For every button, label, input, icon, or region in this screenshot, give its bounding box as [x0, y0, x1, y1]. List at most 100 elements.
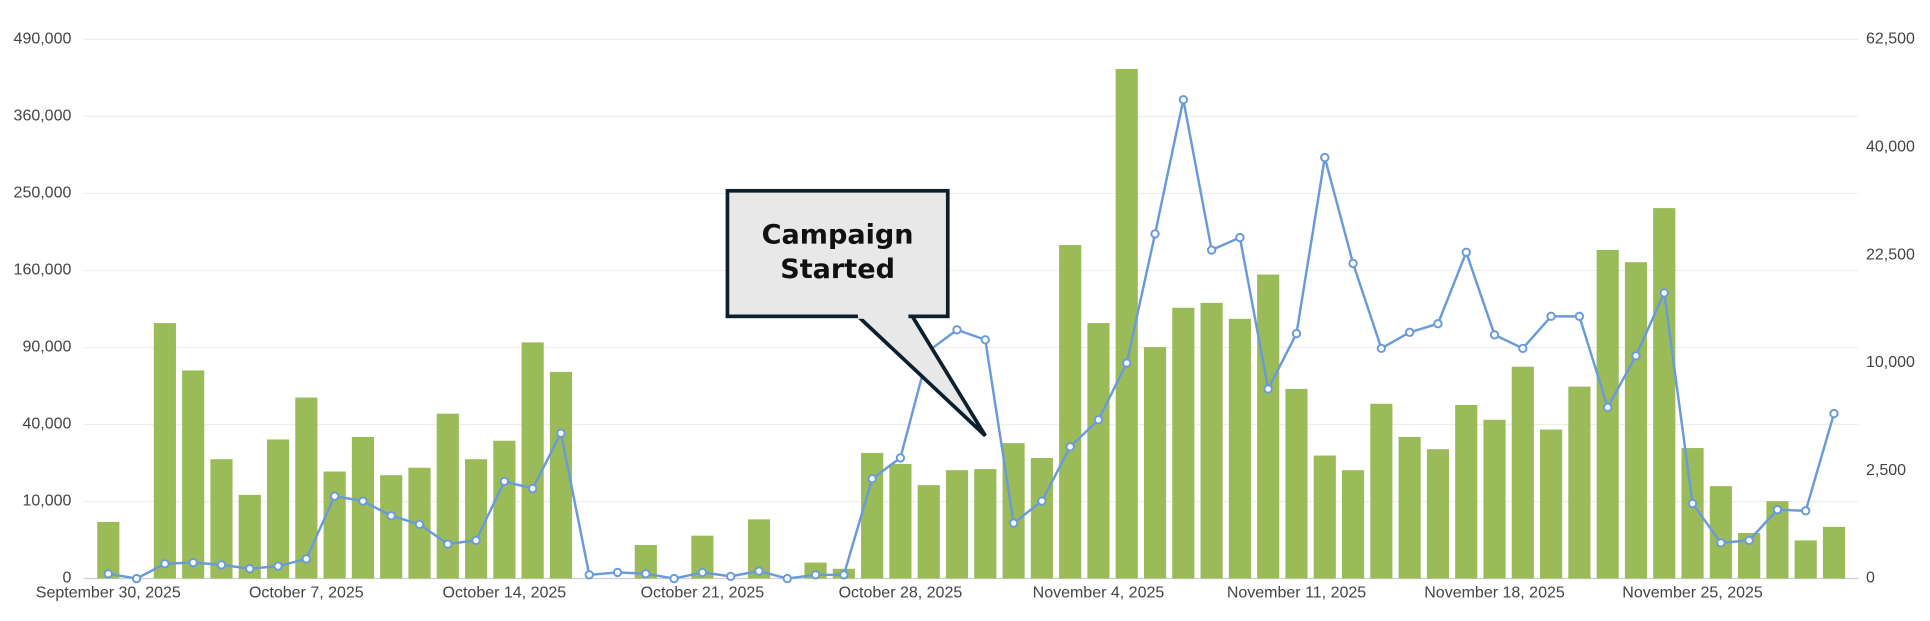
- y2-tick-label: 0: [1866, 570, 1875, 587]
- y2-tick-label: 40,000: [1866, 138, 1915, 155]
- bar: [1624, 262, 1648, 579]
- line-marker: [160, 559, 170, 569]
- bar: [917, 485, 940, 579]
- bar: [945, 470, 969, 579]
- bar: [1709, 486, 1732, 579]
- line-marker: [895, 453, 906, 463]
- line-marker: [556, 428, 566, 438]
- line-marker: [1065, 442, 1075, 452]
- line-marker: [499, 476, 510, 487]
- x-tick-label: November 11, 2025: [1227, 585, 1366, 602]
- bar: [266, 439, 290, 579]
- line-marker: [1320, 152, 1330, 163]
- x-tick-label: September 30, 2025: [36, 585, 181, 602]
- line-marker: [839, 570, 849, 580]
- bar: [1370, 403, 1393, 579]
- line-marker: [329, 491, 340, 501]
- line-marker: [216, 560, 227, 570]
- x-tick-label: October 7, 2025: [249, 585, 364, 602]
- line-marker: [358, 496, 368, 506]
- line-marker: [1744, 535, 1754, 546]
- line-marker: [1206, 245, 1217, 255]
- bar: [1568, 386, 1591, 579]
- line-marker: [414, 519, 425, 530]
- bar: [1228, 318, 1251, 579]
- line-marker: [1150, 229, 1160, 239]
- x-tick-label: October 14, 2025: [443, 585, 567, 602]
- bar: [549, 371, 573, 579]
- bar: [1285, 388, 1308, 579]
- bar: [634, 544, 657, 579]
- line-marker: [103, 569, 113, 579]
- line-marker: [1376, 343, 1387, 354]
- x-tick-label: November 4, 2025: [1033, 585, 1165, 602]
- line-marker: [1404, 327, 1415, 338]
- line-marker: [782, 573, 792, 584]
- bar: [974, 469, 997, 579]
- line-marker: [669, 573, 679, 584]
- x-tick-label: November 25, 2025: [1622, 585, 1763, 602]
- y-tick-label: 360,000: [14, 108, 72, 125]
- line-marker: [1122, 358, 1132, 368]
- line-marker: [1801, 506, 1811, 516]
- bar: [1200, 302, 1223, 579]
- line-marker: [1716, 538, 1726, 548]
- bar: [1738, 532, 1761, 579]
- bar: [1653, 208, 1676, 579]
- bar: [210, 459, 233, 579]
- line-marker: [1348, 258, 1358, 269]
- bar: [493, 440, 516, 579]
- bar: [1766, 501, 1789, 579]
- line-marker: [1461, 247, 1471, 258]
- line-marker: [1574, 311, 1585, 322]
- line-marker: [1008, 518, 1019, 528]
- line-marker: [1772, 504, 1783, 515]
- line-marker: [1433, 319, 1443, 329]
- line-marker: [1687, 498, 1698, 509]
- line-marker: [952, 325, 962, 335]
- line-marker: [471, 535, 481, 546]
- line-marker: [188, 557, 198, 568]
- bar: [1822, 526, 1846, 579]
- bar: [1455, 404, 1478, 579]
- line-marker: [1235, 232, 1245, 243]
- y-tick-label: 490,000: [14, 31, 72, 48]
- bar: [747, 519, 771, 579]
- y-tick-label: 10,000: [22, 493, 71, 510]
- line-marker: [641, 569, 651, 579]
- line-marker: [1829, 408, 1839, 419]
- callout-text: Campaign Started: [761, 220, 914, 286]
- line-marker: [726, 571, 736, 582]
- bar: [1483, 419, 1506, 579]
- y-tick-label: 160,000: [14, 262, 72, 279]
- bar: [153, 323, 176, 579]
- callout: Campaign Started: [761, 220, 914, 286]
- bar: [1115, 68, 1138, 579]
- y2-tick-label: 2,500: [1866, 462, 1906, 479]
- bar: [323, 471, 346, 579]
- line: [108, 99, 1836, 580]
- y2-tick-label: 22,500: [1866, 246, 1915, 263]
- callout-box: [725, 188, 950, 319]
- line-marker: [1093, 415, 1104, 425]
- y-tick-label: 0: [62, 570, 71, 587]
- line-marker: [1546, 311, 1556, 322]
- bar: [1794, 540, 1817, 579]
- line-marker: [386, 511, 396, 521]
- bar: [351, 436, 374, 579]
- line-marker: [1631, 351, 1641, 361]
- bar: [295, 397, 318, 579]
- bar: [889, 464, 912, 579]
- line-marker: [612, 567, 623, 578]
- line-marker: [1291, 328, 1302, 339]
- bar: [1596, 249, 1619, 579]
- line-marker: [867, 474, 877, 484]
- line-marker: [245, 563, 255, 574]
- bar: [521, 342, 544, 579]
- y2-tick-label: 10,000: [1866, 354, 1915, 371]
- bar: [1030, 457, 1053, 579]
- bar: [691, 535, 714, 579]
- line-marker: [301, 554, 312, 564]
